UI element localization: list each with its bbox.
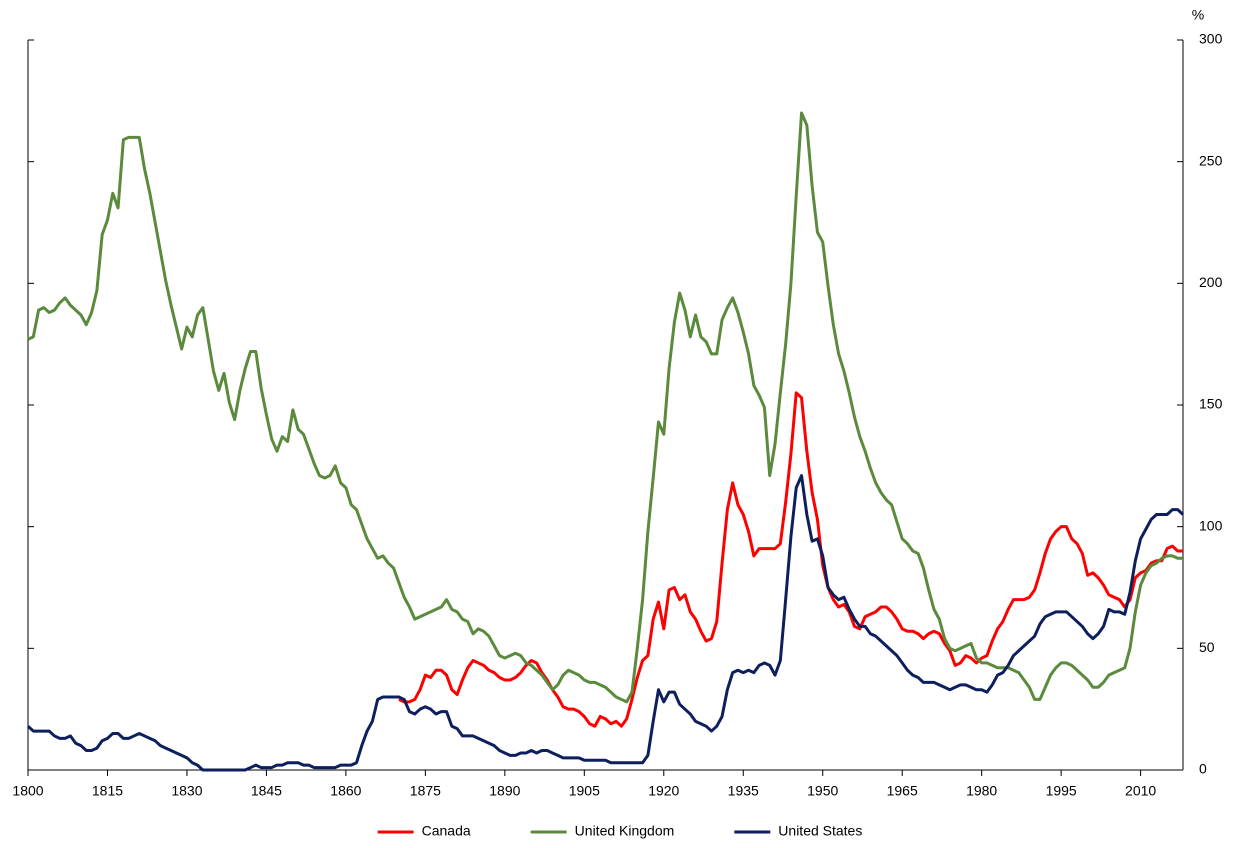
y-tick-label: 300: [1199, 31, 1223, 47]
y-axis-label: %: [1192, 7, 1204, 23]
x-tick-label: 1890: [489, 783, 520, 799]
x-tick-label: 1950: [807, 783, 838, 799]
x-tick-label: 1995: [1046, 783, 1077, 799]
x-tick-label: 1830: [171, 783, 202, 799]
y-tick-label: 200: [1199, 274, 1223, 290]
x-tick-label: 1845: [251, 783, 282, 799]
x-tick-label: 1965: [887, 783, 918, 799]
x-tick-label: 1800: [12, 783, 43, 799]
legend-label: United Kingdom: [575, 823, 675, 839]
y-tick-label: 100: [1199, 517, 1223, 533]
x-tick-label: 1815: [92, 783, 123, 799]
y-tick-label: 50: [1199, 639, 1215, 655]
series-line: [27, 111, 1183, 704]
series-line: [26, 474, 1185, 772]
x-tick-label: 1980: [966, 783, 997, 799]
legend-label: Canada: [422, 823, 471, 839]
y-tick-label: 0: [1199, 761, 1207, 777]
x-tick-label: 2010: [1125, 783, 1156, 799]
legend-label: United States: [778, 823, 862, 839]
x-tick-label: 1920: [648, 783, 679, 799]
y-tick-label: 150: [1199, 396, 1223, 412]
x-tick-label: 1905: [569, 783, 600, 799]
x-tick-label: 1935: [728, 783, 759, 799]
series-line: [398, 391, 1183, 728]
x-tick-label: 1860: [330, 783, 361, 799]
x-tick-label: 1875: [410, 783, 441, 799]
y-tick-label: 250: [1199, 152, 1223, 168]
